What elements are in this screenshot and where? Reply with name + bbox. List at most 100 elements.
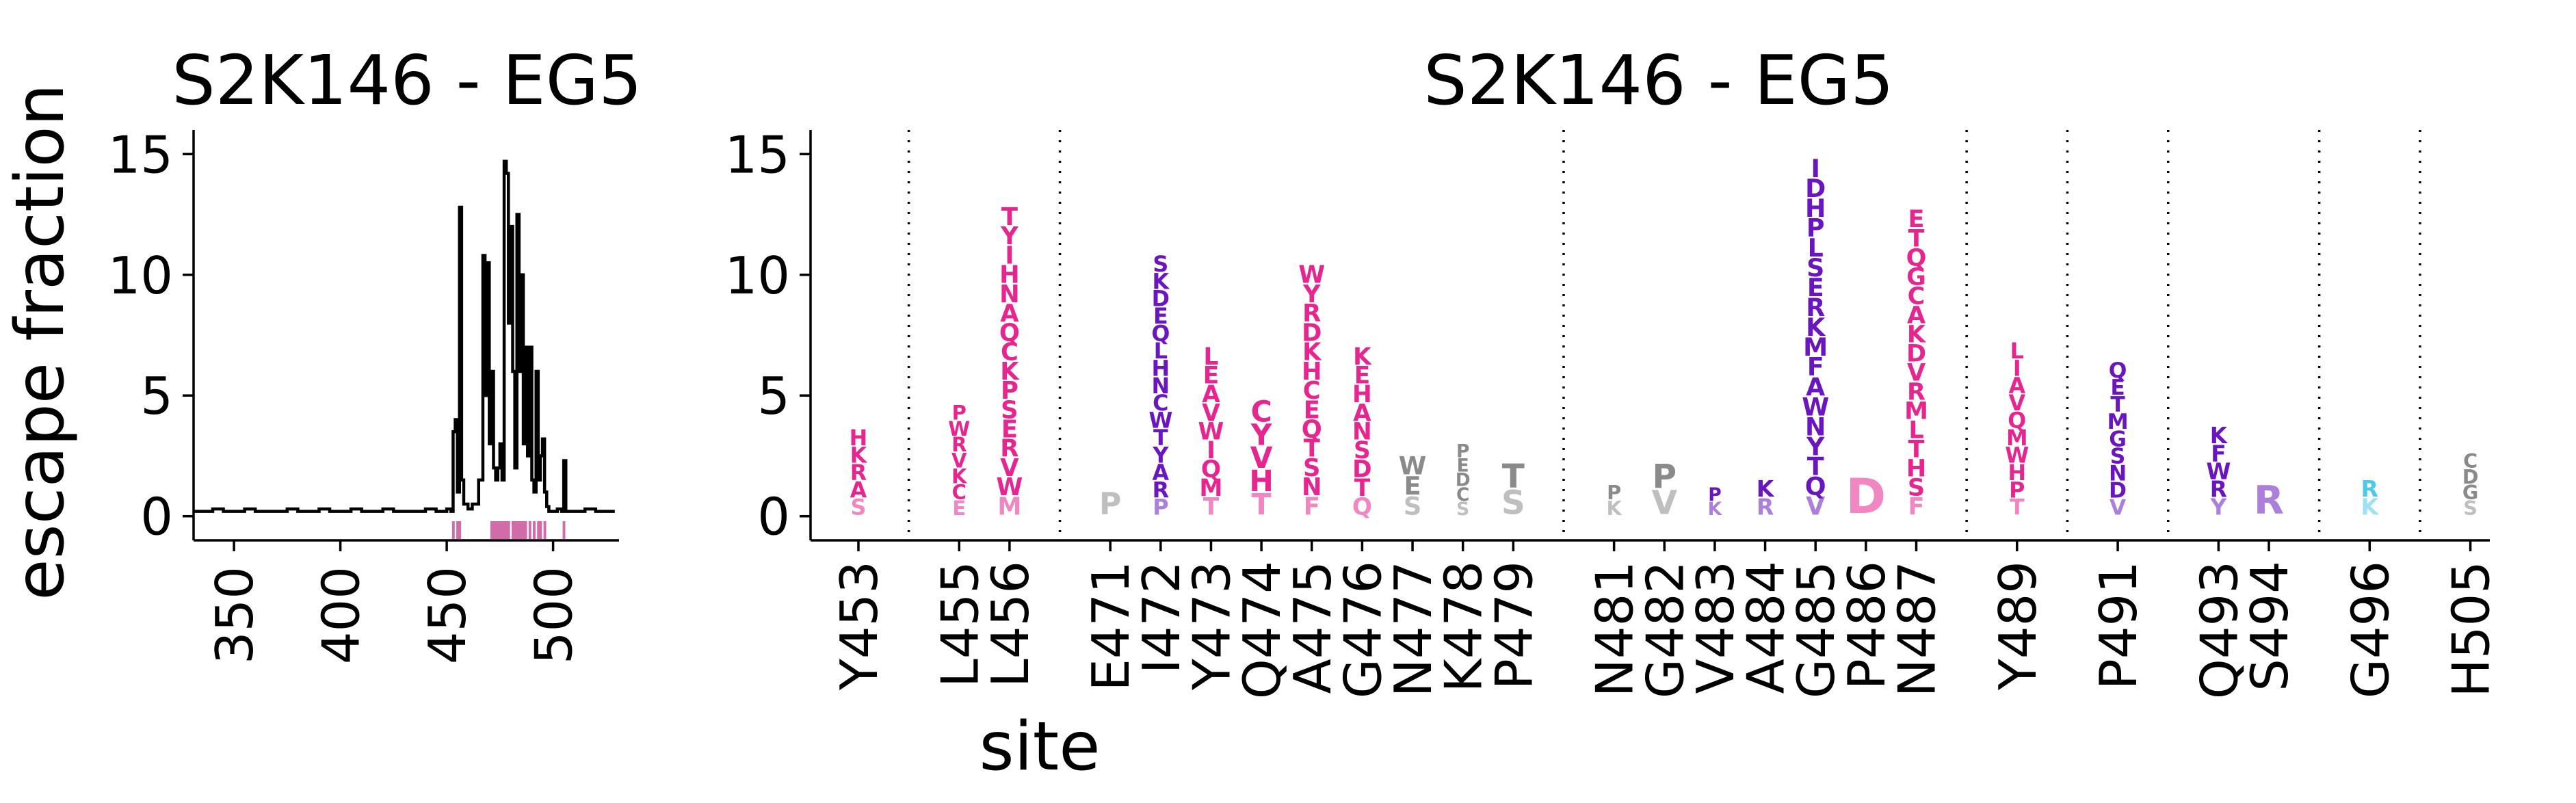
logo-letter: R <box>951 433 967 456</box>
logo-letter: Q <box>2008 409 2026 434</box>
logo-letter: C <box>1456 484 1469 505</box>
logo-letter: N <box>1352 419 1372 446</box>
logo-letter: Q <box>2109 358 2127 383</box>
logo-letter: A <box>1153 461 1170 486</box>
logo-letter: Q <box>1352 494 1372 521</box>
logo-letter: I <box>1811 154 1820 183</box>
logo-letter: Y <box>1806 432 1825 461</box>
logo-letter: W <box>1148 409 1172 434</box>
highlight-site-mark <box>516 521 519 539</box>
logo-letter: D <box>2109 479 2127 503</box>
logo-panel-axes: 0 5 10 15 <box>725 124 2490 547</box>
escape-line-panel: S2K146 - EG5 0 5 10 15 350 400 450 500 <box>108 40 642 664</box>
site-label: P491 <box>2088 561 2148 689</box>
logo-letter: E <box>1203 362 1219 389</box>
logo-letter: T <box>1807 451 1824 481</box>
logo-letter: R <box>1000 435 1018 463</box>
logo-letter: C <box>952 481 967 504</box>
site-label: K478 <box>1434 561 1494 692</box>
logo-letter: T <box>1153 426 1168 451</box>
site-label: I472 <box>1131 561 1192 674</box>
logo-letter: K <box>2361 494 2379 521</box>
logo-letter: V <box>1651 484 1677 523</box>
logo-letter: N <box>1302 473 1322 501</box>
y-axis-label: escape fraction <box>1 83 79 600</box>
highlight-site-mark <box>507 521 510 539</box>
site-label: L455 <box>930 561 990 687</box>
site-label: G476 <box>1332 561 1393 698</box>
highlight-site-mark <box>458 521 462 539</box>
logo-letter: A <box>2008 374 2025 399</box>
highlight-site-mark <box>528 521 531 539</box>
logo-letter: R <box>850 461 867 486</box>
logo-letter: A <box>1202 381 1220 408</box>
logo-letter: S <box>1908 474 1925 501</box>
logo-letter: Q <box>1302 416 1322 444</box>
site-label: P479 <box>1484 561 1544 689</box>
logo-letter: C <box>1303 377 1321 405</box>
logo-letter: T <box>1203 494 1220 521</box>
logo-letter: H <box>1249 464 1273 498</box>
line-panel-title: S2K146 - EG5 <box>172 40 642 120</box>
logo-letter: Q <box>1805 471 1826 501</box>
logo-letter: N <box>2109 462 2127 486</box>
logo-letter: C <box>1153 391 1168 416</box>
logo-letter: D <box>1456 470 1471 491</box>
logo-letter: D <box>1152 287 1170 312</box>
highlight-site-mark <box>562 521 566 539</box>
logo-letter: A <box>850 478 867 503</box>
logo-letter: S <box>1806 253 1824 282</box>
highlight-site-mark <box>539 521 542 539</box>
line-panel-axes: 0 5 10 15 350 400 450 500 <box>108 124 619 664</box>
logo-letter: P <box>1708 484 1721 505</box>
logo-letter: T <box>1001 203 1018 231</box>
logo-letter: D <box>1846 468 1887 525</box>
x-tick-label: 450 <box>417 566 477 664</box>
site-label: Y473 <box>1181 561 1241 691</box>
logo-letter: N <box>1805 412 1826 441</box>
logo-letter: A <box>1353 399 1371 427</box>
logo-letter: H <box>1352 381 1372 408</box>
highlight-site-mark <box>451 521 455 539</box>
site-label: N487 <box>1887 561 1947 697</box>
site-label: G482 <box>1635 561 1695 698</box>
logo-letter: V <box>1000 454 1019 482</box>
logo-letter: R <box>1806 293 1825 322</box>
logo-letter: R <box>1153 478 1169 503</box>
logo-letter: W <box>1198 419 1224 446</box>
logo-letter: H <box>1302 358 1322 386</box>
logo-letter: M <box>1199 475 1222 502</box>
logo-letter: D <box>1302 319 1322 347</box>
highlight-site-mark <box>499 521 502 539</box>
highlight-site-mark <box>511 521 514 539</box>
logo-letter: Q <box>1906 244 1927 272</box>
logo-letter: H <box>1906 455 1926 482</box>
site-label: N481 <box>1585 561 1645 697</box>
logo-letter: K <box>1806 313 1826 342</box>
site-label: E471 <box>1081 561 1141 692</box>
site-label: H505 <box>2441 561 2501 698</box>
logo-letter: W <box>2005 443 2029 468</box>
site-label: V483 <box>1685 561 1746 694</box>
site-label: A484 <box>1736 561 1796 694</box>
highlight-site-mark <box>533 521 536 539</box>
logo-letter: K <box>1000 358 1020 386</box>
logo-letter: R <box>1757 494 1774 521</box>
logo-letter: W <box>948 417 970 440</box>
logo-letter: K <box>1153 269 1170 294</box>
logo-letter: S <box>1354 437 1371 464</box>
logo-letter: K <box>1302 339 1322 367</box>
logo-letter: A <box>1000 300 1019 328</box>
logo-letter: D <box>1805 174 1826 203</box>
group-separators <box>907 130 2421 540</box>
logo-letter: P <box>952 402 967 425</box>
logo-letter: W <box>996 473 1023 501</box>
logo-letter: T <box>1908 225 1925 252</box>
logo-letter: S <box>1456 499 1469 520</box>
logo-letter: M <box>997 492 1021 521</box>
logo-letter: E <box>1404 471 1421 501</box>
logo-letter: Y <box>1000 222 1018 250</box>
logo-letter: F <box>1807 352 1824 382</box>
logo-letter: W <box>2206 458 2231 484</box>
